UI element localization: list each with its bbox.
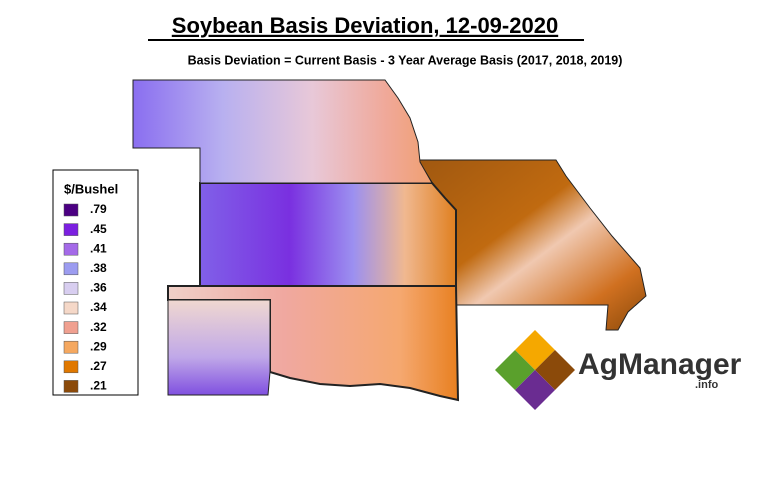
logo-tile (515, 370, 555, 410)
legend-swatch (63, 360, 79, 374)
subtitle: Basis Deviation = Current Basis - 3 Year… (188, 53, 623, 67)
legend-title: $/Bushel (64, 181, 118, 196)
legend-label: .32 (90, 320, 107, 334)
legend-label: .41 (90, 241, 107, 255)
texas-panhandle (167, 299, 271, 396)
legend-swatch (63, 340, 79, 354)
kansas (199, 182, 457, 287)
legend-swatch (63, 223, 79, 236)
legend-swatch (63, 203, 79, 217)
legend-label: .29 (90, 339, 107, 353)
logo: AgManager .info (495, 330, 742, 410)
legend: $/Bushel .79 .45 .41 .38 .36 .34 .32 .29 .27 .21 (52, 169, 139, 396)
legend-swatch (63, 262, 79, 276)
legend-label: .21 (90, 379, 107, 393)
nebraska (132, 79, 433, 184)
legend-swatch (63, 242, 79, 256)
legend-swatch (63, 282, 79, 295)
logo-suffix: .info (695, 379, 718, 391)
map (132, 79, 647, 402)
legend-label: .36 (90, 281, 107, 295)
legend-items: .79 .45 .41 .38 .36 .34 .32 .29 .27 .21 (63, 202, 107, 393)
legend-label: .38 (90, 261, 107, 275)
legend-swatch (63, 380, 79, 393)
legend-label: .27 (90, 359, 107, 373)
logo-name: AgManager (578, 348, 742, 381)
title: Soybean Basis Deviation, 12-09-2020 (172, 13, 558, 38)
legend-label: .79 (90, 202, 107, 216)
legend-label: .45 (90, 222, 107, 236)
legend-label: .34 (90, 300, 107, 314)
legend-swatch (63, 301, 79, 315)
legend-swatch (63, 321, 79, 334)
